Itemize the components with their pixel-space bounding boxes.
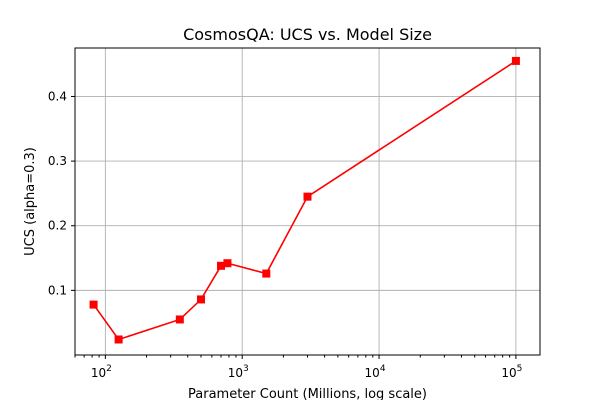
- data-point: [197, 295, 206, 304]
- data-point: [262, 269, 271, 278]
- x-tick-label: 104: [365, 364, 386, 380]
- y-tick-label: 0.2: [48, 219, 67, 233]
- x-tick-label: 105: [501, 364, 522, 380]
- series-group: [89, 56, 520, 344]
- data-point: [217, 261, 226, 270]
- y-tick-label: 0.3: [48, 154, 67, 168]
- chart-title: CosmosQA: UCS vs. Model Size: [183, 25, 432, 44]
- data-point: [223, 259, 232, 268]
- grid: [75, 48, 540, 355]
- x-tick-label: 103: [228, 364, 249, 380]
- x-tick-label: 102: [91, 364, 112, 380]
- data-point: [511, 56, 520, 65]
- data-point: [89, 300, 98, 309]
- y-axis-label: UCS (alpha=0.3): [23, 147, 38, 256]
- data-point: [175, 315, 184, 324]
- axis-ticks: 102 103 104 105 0.1 0.2 0.3 0.4: [48, 89, 523, 380]
- data-point: [114, 335, 123, 344]
- x-axis-label: Parameter Count (Millions, log scale): [188, 387, 427, 400]
- plot-frame: [74, 47, 541, 356]
- y-tick-label: 0.4: [48, 89, 67, 103]
- y-tick-label: 0.1: [48, 283, 67, 297]
- data-point: [303, 192, 312, 201]
